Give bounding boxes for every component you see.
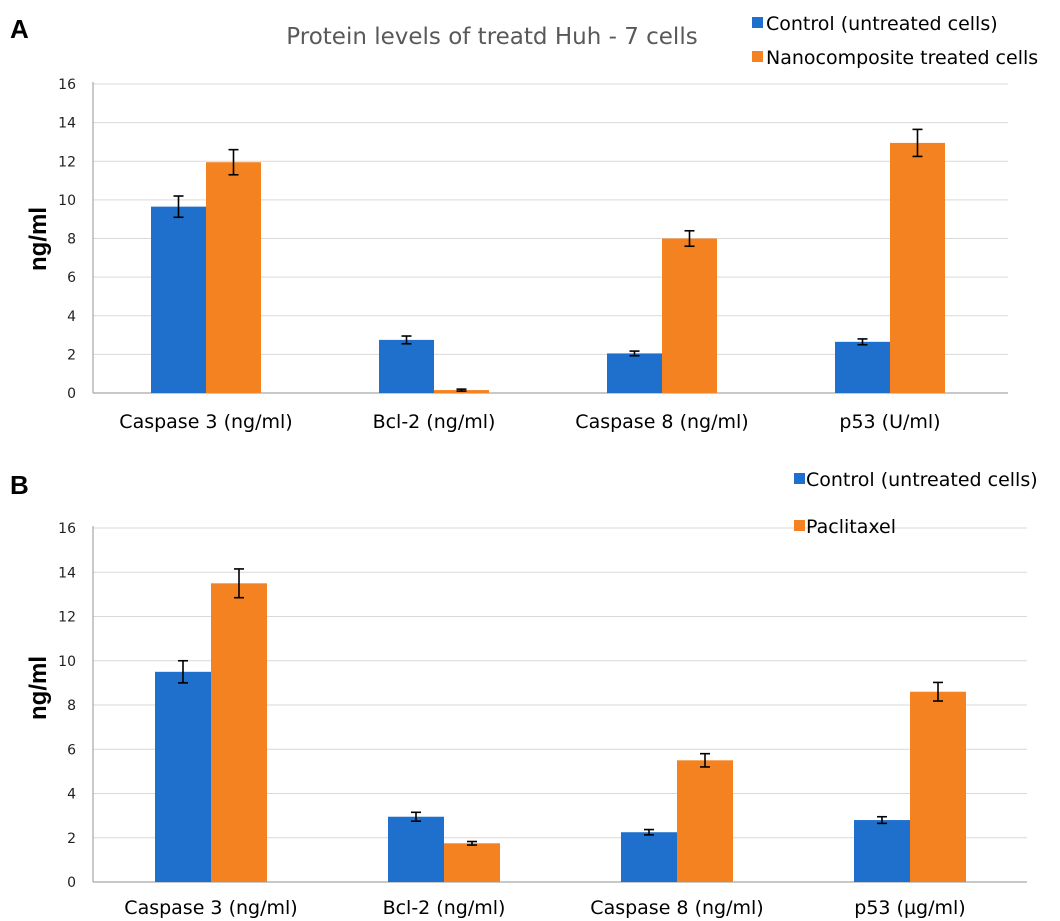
panel-b-legend-control-swatch	[794, 473, 805, 484]
panel-b-errorbar-treated-0	[234, 568, 244, 599]
panel-a-xtick-label-3: p53 (U/ml)	[839, 411, 940, 433]
panel-a-ytick-label: 16	[58, 77, 76, 93]
panel-a-bar-control-0	[151, 206, 206, 393]
panel-a-xtick-label-1: Bcl-2 (ng/ml)	[373, 411, 496, 433]
panel-b-xtick-label-1: Bcl-2 (ng/ml)	[383, 897, 506, 919]
panel-a-errorbar-treated-1	[456, 388, 467, 392]
panel-a-ytick-label: 2	[67, 347, 76, 363]
panel-a-errorbar-treated-0	[228, 148, 239, 176]
panel-b-ytick-label: 4	[67, 787, 76, 803]
panel-a-xtick-label-2: Caspase 8 (ng/ml)	[575, 411, 748, 433]
panel-a-bar-treated-2	[662, 238, 717, 393]
panel-b-legend-paclitaxel-swatch	[794, 520, 805, 531]
panel-a-errorbar-control-1	[401, 335, 412, 345]
panel-b-bar-treated-2	[677, 760, 733, 882]
panel-b-ytick-label: 8	[67, 698, 76, 714]
panel-a-title: Protein levels of treatd Huh - 7 cells	[286, 24, 697, 50]
panel-b-ytick-label: 16	[58, 521, 76, 537]
panel-b-bar-control-0	[155, 671, 211, 882]
panel-a-errorbar-control-0	[173, 195, 184, 219]
panel-b-bar-treated-3	[910, 691, 966, 882]
panel-a-chart: 0 2 4 6 8 10 12 14 16 Caspase 3 (ng/ml) Bcl-2 (ng/…	[58, 77, 1008, 433]
panel-b-errorbar-treated-1	[467, 840, 477, 846]
panel-b-ytick-label: 12	[58, 610, 76, 626]
panel-b-errorbar-control-1	[411, 811, 421, 822]
panel-a-ytick-label: 12	[58, 154, 76, 170]
panel-b-xtick-label-2: Caspase 8 (ng/ml)	[590, 897, 763, 919]
panel-a-ylabel: ng/ml	[25, 207, 52, 271]
panel-b-ytick-label: 10	[58, 654, 76, 670]
panel-b-bar-treated-1	[444, 843, 500, 882]
panel-a-errorbar-treated-2	[684, 229, 695, 248]
panel-b-chart: 0 2 4 6 8 10 12 14 16 Caspase 3 (ng/ml) Bcl-2 (ng/…	[58, 521, 1027, 919]
panel-a-bar-treated-0	[206, 162, 261, 393]
panel-a-ytick-label: 10	[58, 193, 76, 209]
panel-b-errorbar-treated-2	[700, 752, 710, 768]
panel-a-ytick-label: 4	[67, 309, 76, 325]
panel-a-legend-treated-label: Nanocomposite treated cells	[766, 47, 1038, 69]
panel-b-bar-treated-0	[211, 583, 267, 882]
panel-b-ytick-label: 0	[67, 875, 76, 891]
panel-a-ytick-label: 14	[58, 116, 76, 132]
panel-b-bar-control-2	[621, 832, 677, 882]
panel-a-letter: A	[10, 14, 29, 44]
panel-a-errorbar-control-3	[857, 338, 868, 346]
panel-a-ytick-label: 0	[67, 386, 76, 402]
panel-b-errorbar-treated-3	[933, 681, 943, 702]
panel-a-legend-control-label: Control (untreated cells)	[766, 13, 998, 35]
panel-b-errorbar-control-0	[178, 659, 188, 684]
panel-a-errorbar-treated-3	[912, 128, 923, 158]
panel-a-legend-control-swatch	[752, 17, 763, 28]
panel-a-bar-control-2	[607, 353, 662, 393]
panel-a-errorbar-control-2	[629, 350, 640, 357]
panel-b-bar-control-3	[854, 820, 910, 882]
panel-b-ytick-label: 2	[67, 831, 76, 847]
panel-b-ytick-label: 6	[67, 742, 76, 758]
panel-a-ytick-label: 6	[67, 270, 76, 286]
panel-b-legend-control-label: Control (untreated cells)	[806, 469, 1038, 491]
panel-b-ylabel: ng/ml	[25, 656, 52, 720]
panel-a-bar-control-1	[379, 339, 434, 393]
panel-b-errorbar-control-3	[877, 815, 887, 825]
panel-b-errorbar-control-2	[644, 828, 654, 836]
panel-a-bar-treated-3	[890, 142, 945, 393]
panel-b-bar-control-1	[388, 816, 444, 882]
panel-a-bar-control-3	[835, 341, 890, 393]
panel-b-letter: B	[10, 470, 29, 500]
panel-b-xtick-label-3: p53 (µg/ml)	[854, 897, 965, 919]
panel-b-legend-paclitaxel-label: Paclitaxel	[806, 516, 896, 538]
panel-a-ytick-label: 8	[67, 232, 76, 248]
panel-b-xtick-label-0: Caspase 3 (ng/ml)	[124, 897, 297, 919]
panel-b-ytick-label: 14	[58, 565, 76, 581]
panel-a-legend-treated-swatch	[752, 51, 763, 62]
panel-a-xtick-label-0: Caspase 3 (ng/ml)	[119, 411, 292, 433]
